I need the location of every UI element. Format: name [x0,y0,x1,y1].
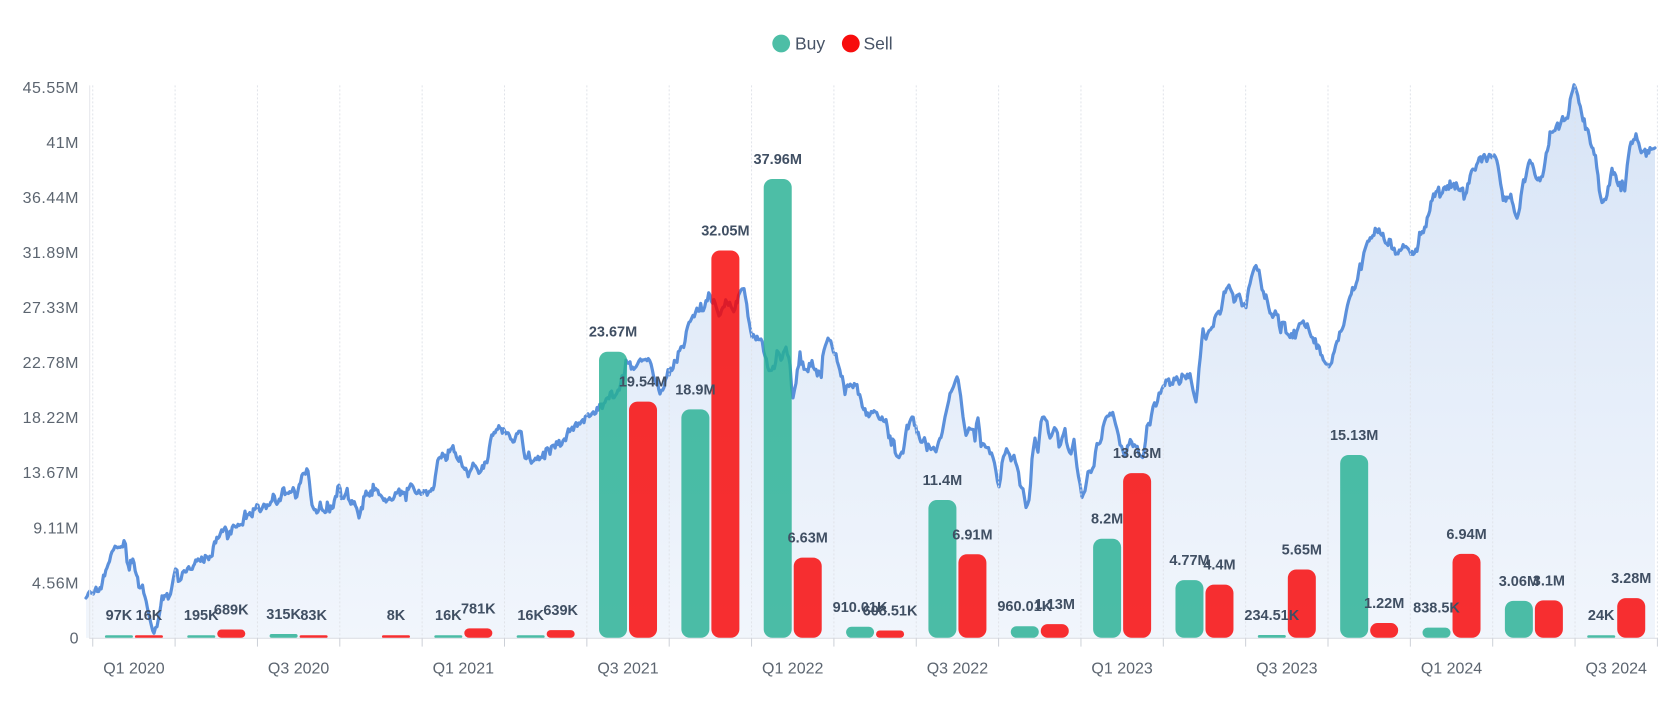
svg-text:16K: 16K [435,608,462,624]
svg-text:19.54M: 19.54M [619,375,667,391]
svg-text:13.63M: 13.63M [1113,446,1161,462]
svg-text:32.05M: 32.05M [701,223,749,239]
svg-text:15.13M: 15.13M [1330,428,1378,444]
svg-text:9.11M: 9.11M [33,520,79,537]
svg-text:Q3 2024: Q3 2024 [1586,660,1647,677]
svg-text:781K: 781K [461,601,496,617]
svg-text:3.1M: 3.1M [1533,573,1565,589]
svg-text:22.78M: 22.78M [23,355,79,372]
svg-text:16K: 16K [517,608,544,624]
svg-text:Q3 2023: Q3 2023 [1256,660,1317,677]
svg-text:6.63M: 6.63M [788,531,828,547]
svg-text:11.4M: 11.4M [923,473,963,489]
svg-text:960.01K: 960.01K [997,599,1052,615]
svg-text:37.96M: 37.96M [754,152,802,168]
svg-text:36.44M: 36.44M [23,190,79,207]
svg-text:234.51K: 234.51K [1244,608,1299,624]
svg-text:689K: 689K [214,602,249,618]
svg-text:4.4M: 4.4M [1203,558,1235,574]
svg-text:23.67M: 23.67M [589,325,637,341]
svg-text:6.91M: 6.91M [952,527,992,543]
svg-text:5.65M: 5.65M [1282,543,1322,559]
svg-text:Q3 2021: Q3 2021 [597,660,658,677]
svg-text:31.89M: 31.89M [23,245,79,262]
svg-text:45.55M: 45.55M [23,80,79,97]
svg-text:18.22M: 18.22M [23,410,79,427]
svg-text:8.2M: 8.2M [1091,512,1123,528]
svg-text:1.22M: 1.22M [1364,596,1404,612]
svg-text:41M: 41M [46,135,79,152]
svg-text:639K: 639K [543,603,578,619]
svg-text:608.51K: 608.51K [863,603,918,619]
svg-text:6.94M: 6.94M [1446,527,1486,543]
svg-text:Sell: Sell [864,34,893,54]
svg-text:Q1 2020: Q1 2020 [103,660,164,677]
svg-text:83K: 83K [300,608,327,624]
svg-text:16K: 16K [136,608,163,624]
svg-text:1.13M: 1.13M [1035,597,1075,613]
svg-text:27.33M: 27.33M [23,300,79,317]
svg-text:Q1 2024: Q1 2024 [1421,660,1482,677]
svg-text:24K: 24K [1588,608,1615,624]
svg-text:Q1 2023: Q1 2023 [1091,660,1152,677]
svg-text:Buy: Buy [795,34,825,54]
svg-text:838.5K: 838.5K [1413,601,1460,617]
svg-text:Q3 2020: Q3 2020 [268,660,329,677]
svg-text:Q1 2022: Q1 2022 [762,660,823,677]
svg-text:4.77M: 4.77M [1169,553,1209,569]
svg-text:97K: 97K [106,608,133,624]
svg-text:Q3 2022: Q3 2022 [927,660,988,677]
svg-text:4.56M: 4.56M [32,575,79,592]
svg-text:315K: 315K [266,607,301,623]
svg-text:13.67M: 13.67M [23,465,79,482]
svg-text:195K: 195K [184,608,219,624]
svg-text:Q1 2021: Q1 2021 [433,660,494,677]
svg-text:910.01K: 910.01K [833,600,888,616]
svg-text:3.28M: 3.28M [1611,571,1651,587]
svg-text:3.06M: 3.06M [1499,574,1539,590]
svg-text:18.9M: 18.9M [675,382,715,398]
svg-text:0: 0 [70,630,79,647]
svg-text:8K: 8K [387,608,406,624]
